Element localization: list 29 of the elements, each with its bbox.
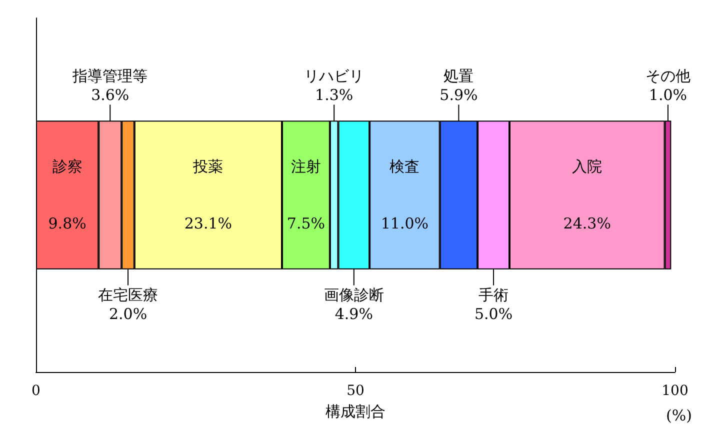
data-label: 9.8% [48,214,86,232]
data-label: 2.0% [108,304,148,323]
text: 処置 [444,67,474,86]
series-label: 在宅医療 [98,286,158,304]
data-label: 5.9% [440,86,478,104]
text: 指導管理等 [72,67,148,86]
x-axis-title: 構成割合 [326,402,386,420]
data-label: 5.0% [474,304,513,323]
x-tick-label: 100 [662,383,688,399]
data-label: 11.0% [380,214,429,232]
x-tick-label: 50 [346,383,364,399]
data-label: 4.9% [334,304,373,323]
series-label: 投薬 [192,158,224,176]
data-label: 23.1% [184,214,232,232]
text: リハビリ [304,67,364,86]
series-label: 画像診断 [324,286,384,304]
text: その他 [645,67,690,86]
series-label: 注射 [290,158,321,176]
data-label: 1.0% [648,86,688,104]
series-label: 検査 [390,158,420,176]
series-label: 診察 [52,158,82,176]
data-label: 1.3% [315,86,354,104]
x-tick-label: 0 [32,383,40,399]
data-label: 24.3% [563,214,611,232]
series-label: 手術 [478,286,509,304]
text: (%) [666,406,692,424]
data-label: 7.5% [286,214,326,232]
series-label: 入院 [572,158,602,176]
data-label: 3.6% [91,86,130,104]
